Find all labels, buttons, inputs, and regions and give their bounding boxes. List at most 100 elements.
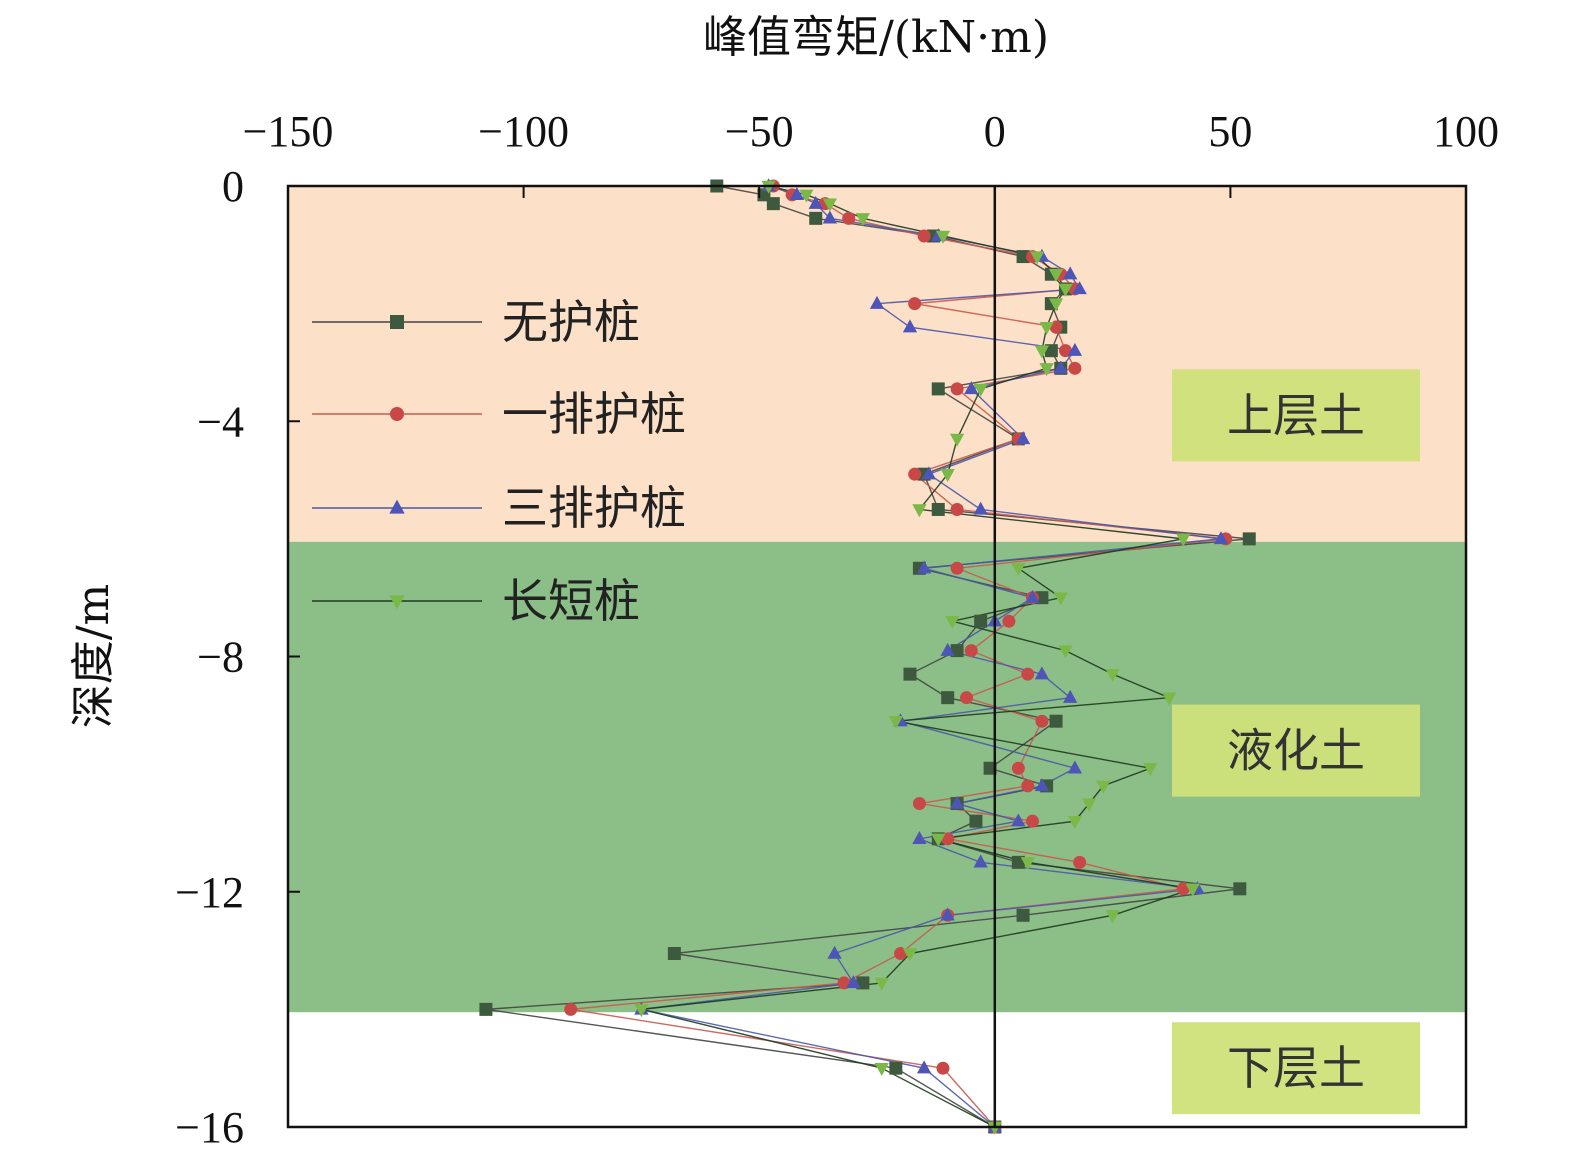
x-tick-label: 100 <box>1433 107 1499 156</box>
series-markers-1 <box>564 179 1233 1134</box>
data-point <box>856 976 870 990</box>
data-point <box>935 230 951 244</box>
data-point <box>1058 344 1072 358</box>
data-point <box>1213 531 1229 545</box>
data-point <box>1067 760 1083 774</box>
data-point <box>888 715 903 729</box>
data-point <box>936 1061 950 1075</box>
data-point <box>931 382 945 396</box>
data-point <box>1035 714 1049 728</box>
data-point <box>940 468 955 482</box>
zone-label-box <box>1172 1022 1420 1115</box>
data-point <box>964 644 978 658</box>
data-point <box>1011 563 1026 577</box>
legend-item-0: 无护桩 <box>312 295 640 349</box>
data-point <box>902 319 918 333</box>
legend-item-1: 一排护桩 <box>312 387 686 441</box>
data-point <box>1161 692 1177 706</box>
data-point <box>809 211 823 225</box>
data-point <box>1011 813 1026 827</box>
data-point <box>1063 266 1078 280</box>
series-markers <box>479 178 1256 1135</box>
data-point <box>1049 714 1063 728</box>
y-tick-label: 0 <box>222 162 244 211</box>
x-tick-label: −150 <box>243 107 334 156</box>
data-point <box>827 945 842 959</box>
data-point <box>1044 344 1058 358</box>
data-point <box>799 189 814 203</box>
data-point <box>842 211 856 225</box>
data-point <box>916 560 932 574</box>
data-point <box>950 382 964 396</box>
data-point <box>1058 645 1073 659</box>
zone-label-1: 液化土 <box>1172 704 1420 797</box>
data-point <box>894 947 908 961</box>
series-markers-3 <box>634 180 1200 1135</box>
data-point <box>634 1004 649 1018</box>
data-point <box>1039 363 1054 377</box>
data-point <box>945 616 960 630</box>
data-point <box>1067 342 1083 356</box>
data-point <box>950 644 964 658</box>
data-point <box>950 561 964 575</box>
data-point <box>949 433 965 447</box>
data-point <box>1053 592 1068 606</box>
y-tick-label: −8 <box>197 633 244 682</box>
data-point <box>940 907 955 921</box>
x-tick-label: −50 <box>725 107 794 156</box>
data-point <box>1021 667 1035 681</box>
data-point <box>855 213 871 227</box>
zone-label-text: 下层土 <box>1227 1041 1365 1095</box>
legend-marker <box>389 595 405 610</box>
soil-zone-0 <box>288 186 1466 542</box>
data-point <box>1035 591 1049 605</box>
zone-label-text: 上层土 <box>1227 388 1365 442</box>
data-point <box>766 197 780 211</box>
data-point <box>1105 668 1120 682</box>
data-point <box>1011 855 1025 869</box>
data-point <box>1081 798 1097 812</box>
data-point <box>1015 431 1031 445</box>
x-tick-label: 50 <box>1208 107 1252 156</box>
data-point <box>1067 815 1083 829</box>
data-point <box>1020 857 1035 871</box>
data-point <box>941 691 955 705</box>
data-point <box>1096 780 1111 794</box>
data-point <box>874 977 889 991</box>
data-point <box>908 467 922 481</box>
data-point <box>1068 361 1082 375</box>
data-point <box>912 504 927 518</box>
x-axis-title: 峰值弯矩/(kN·m) <box>703 12 1049 63</box>
data-point <box>969 814 983 828</box>
data-point <box>1242 532 1256 546</box>
y-tick-label: −12 <box>175 868 244 917</box>
data-point <box>846 975 861 989</box>
data-point <box>1143 763 1158 777</box>
data-point <box>1021 779 1035 793</box>
data-point <box>950 502 964 516</box>
x-axis-ticks: −150 −100 −50 0 50 100 <box>243 107 1499 198</box>
x-tick-label: 0 <box>984 107 1006 156</box>
x-tick-label: −100 <box>478 107 569 156</box>
data-point <box>1048 269 1064 283</box>
y-tick-label: −16 <box>175 1103 244 1152</box>
data-point <box>1063 689 1078 703</box>
data-point <box>1016 250 1030 264</box>
data-point <box>921 466 936 480</box>
data-point <box>964 381 979 395</box>
data-point <box>1030 251 1045 265</box>
data-point <box>1002 614 1016 628</box>
zone-label-2: 下层土 <box>1172 1022 1420 1115</box>
data-point <box>869 295 885 309</box>
data-point <box>1176 533 1191 547</box>
y-tick-label: −4 <box>197 397 244 446</box>
data-point <box>889 1061 903 1075</box>
legend-marker <box>390 407 404 421</box>
legend-label: 长短桩 <box>502 574 640 628</box>
data-point <box>940 642 955 656</box>
data-point <box>761 180 776 194</box>
data-point <box>1049 320 1063 334</box>
zone-label-text: 液化土 <box>1227 724 1365 778</box>
data-point <box>912 797 926 811</box>
